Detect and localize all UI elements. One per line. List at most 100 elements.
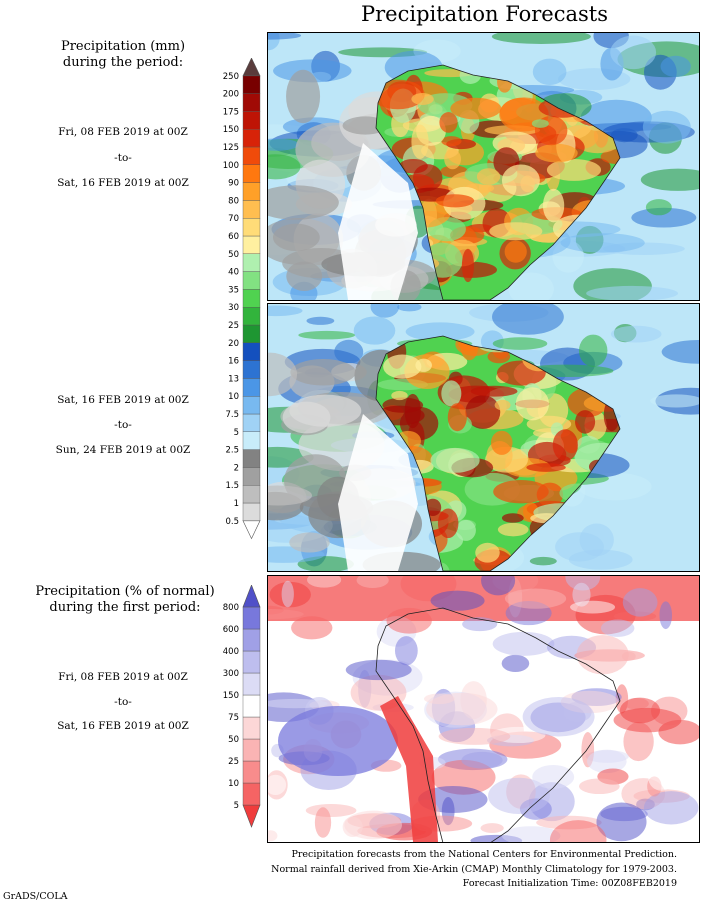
percent-colorbar-tick-label: 25: [228, 757, 239, 767]
amount-heading-line2: during the period:: [62, 55, 184, 70]
percent-colorbar-tick-label: 50: [228, 735, 239, 745]
mm-colorbar-tick-label: 100: [223, 161, 239, 171]
period1-start: Fri, 08 FEB 2019 at 00Z: [58, 126, 188, 138]
percent-colorbar-swatch-5: [242, 694, 261, 718]
mm-colorbar-tick-label: 25: [228, 321, 239, 331]
mm-colorbar-tick-label: 1.5: [225, 481, 239, 491]
mm-colorbar-tick-label: 90: [228, 179, 239, 189]
footer-notes: Precipitation forecasts from the Nationa…: [257, 848, 677, 892]
percent-colorbar-swatch-10: [242, 584, 261, 608]
page-title: Precipitation Forecasts: [361, 2, 608, 26]
mm-colorbar-swatch-11: [242, 324, 261, 343]
mm-colorbar-tick-label: 30: [228, 303, 239, 313]
percent-colorbar-swatch-3: [242, 738, 261, 762]
footer-line1: Precipitation forecasts from the Nationa…: [291, 849, 678, 860]
mm-colorbar-tick-label: 50: [228, 250, 239, 260]
percent-period-sep: -to-: [114, 696, 132, 708]
mm-colorbar-tick-label: 200: [223, 90, 239, 100]
credit-label: GrADS/COLA: [3, 891, 68, 902]
mm-colorbar-swatch-5: [242, 431, 261, 450]
mm-colorbar-tick-label: 70: [228, 214, 239, 224]
percent-colorbar-swatch-6: [242, 672, 261, 696]
mm-colorbar-tick-label: 5: [234, 428, 239, 438]
percent-colorbar-tick-label: 5: [234, 801, 239, 811]
mm-colorbar-swatch-14: [242, 271, 261, 290]
map-period1: [267, 32, 700, 301]
mm-colorbar-swatch-8: [242, 378, 261, 397]
percent-colorbar-tick-label: 75: [228, 713, 239, 723]
mm-colorbar-swatch-22: [242, 128, 261, 148]
amount-heading: Precipitation (mm) during the period:: [28, 39, 218, 71]
mm-colorbar-tick-label: 250: [223, 72, 239, 82]
mm-colorbar-tick-label: 125: [223, 143, 239, 153]
percent-colorbar-tick-label: 10: [228, 779, 239, 789]
mm-colorbar: 0.5 1 1.5 2 2.5 5 7.5 10 13 16 20 25 30 35 40 50 60 70 80 9…: [205, 57, 265, 548]
period2-end: Sun, 24 FEB 2019 at 00Z: [55, 444, 191, 456]
mm-colorbar-swatch-17: [242, 217, 261, 237]
period2-sep: -to-: [114, 419, 132, 431]
percent-colorbar-tick-label: 150: [223, 691, 239, 701]
mm-colorbar-tick-label: 0.5: [225, 517, 239, 527]
mm-colorbar-tick-label: 7.5: [225, 410, 239, 420]
amount-heading-line1: Precipitation (mm): [60, 39, 186, 54]
percent-colorbar-swatch-8: [242, 628, 261, 652]
map-period1-svg: [268, 33, 699, 300]
percent-colorbar-tick-label: 300: [223, 669, 239, 679]
mm-colorbar-swatch-18: [242, 200, 261, 219]
mm-colorbar-swatch-19: [242, 182, 261, 201]
percent-period-start: Fri, 08 FEB 2019 at 00Z: [58, 671, 188, 683]
footer-line2: Normal rainfall derived from Xie-Arkin (…: [271, 863, 677, 875]
mm-colorbar-swatch-21: [242, 146, 261, 165]
mm-colorbar-swatch-4: [242, 449, 261, 468]
mm-colorbar-swatch-1: [242, 502, 261, 521]
percent-heading: Precipitation (% of normal) during the f…: [20, 584, 230, 616]
mm-colorbar-tick-label: 60: [228, 232, 239, 242]
mm-colorbar-swatch-13: [242, 289, 261, 308]
mm-colorbar-swatch-23: [242, 111, 261, 130]
percent-colorbar-tick-label: 800: [223, 603, 239, 613]
map-period2-svg: [268, 304, 699, 571]
percent-colorbar-swatch-1: [242, 782, 261, 806]
percent-colorbar-tick-label: 400: [223, 647, 239, 657]
mm-colorbar-svg: 0.5 1 1.5 2 2.5 5 7.5 10 13 16 20 25 30 35 40 50 60 70 80 9…: [223, 57, 261, 540]
mm-colorbar-swatch-7: [242, 396, 261, 415]
mm-colorbar-tick-label: 175: [223, 107, 239, 117]
percent-colorbar: 5 10 25 50 75 150 300 400 600 800: [205, 584, 265, 835]
period1-end: Sat, 16 FEB 2019 at 00Z: [57, 177, 189, 189]
mm-colorbar-swatch-10: [242, 342, 261, 361]
mm-colorbar-tick-label: 35: [228, 285, 239, 295]
map-percent-svg: [268, 576, 699, 842]
mm-colorbar-tick-label: 80: [228, 196, 239, 206]
period1-sep: -to-: [114, 152, 132, 164]
map-percent: [267, 575, 700, 843]
percent-colorbar-svg: 5 10 25 50 75 150 300 400 600 800: [223, 584, 261, 828]
mm-colorbar-swatch-0: [242, 520, 261, 540]
mm-colorbar-tick-label: 150: [223, 125, 239, 135]
mm-colorbar-tick-label: 40: [228, 268, 239, 278]
footer-line3: Forecast Initialization Time: 00Z08FEB20…: [462, 878, 677, 889]
mm-colorbar-tick-label: 1: [234, 499, 239, 509]
percent-colorbar-swatch-7: [242, 650, 261, 674]
mm-colorbar-tick-label: 13: [228, 374, 239, 384]
mm-colorbar-tick-label: 2: [234, 463, 239, 473]
percent-heading-line1: Precipitation (% of normal): [35, 584, 215, 599]
mm-colorbar-swatch-6: [242, 413, 261, 432]
period2-start: Sat, 16 FEB 2019 at 00Z: [57, 394, 189, 406]
percent-colorbar-swatch-9: [242, 606, 261, 630]
percent-colorbar-swatch-4: [242, 716, 261, 740]
mm-colorbar-swatch-25: [242, 75, 261, 94]
mm-colorbar-tick-label: 20: [228, 339, 239, 349]
mm-colorbar-swatch-12: [242, 306, 261, 326]
mm-colorbar-swatch-26: [242, 57, 261, 77]
percent-heading-line2: during the first period:: [49, 600, 201, 615]
mm-colorbar-swatch-3: [242, 467, 261, 486]
percent-colorbar-tick-label: 600: [223, 625, 239, 635]
map-period2: [267, 303, 700, 572]
mm-colorbar-swatch-20: [242, 164, 261, 183]
percent-colorbar-swatch-0: [242, 804, 261, 828]
mm-colorbar-tick-label: 2.5: [225, 446, 239, 456]
mm-colorbar-swatch-9: [242, 360, 261, 379]
mm-colorbar-swatch-2: [242, 485, 261, 504]
mm-colorbar-swatch-24: [242, 93, 261, 112]
mm-colorbar-tick-label: 16: [228, 357, 239, 367]
